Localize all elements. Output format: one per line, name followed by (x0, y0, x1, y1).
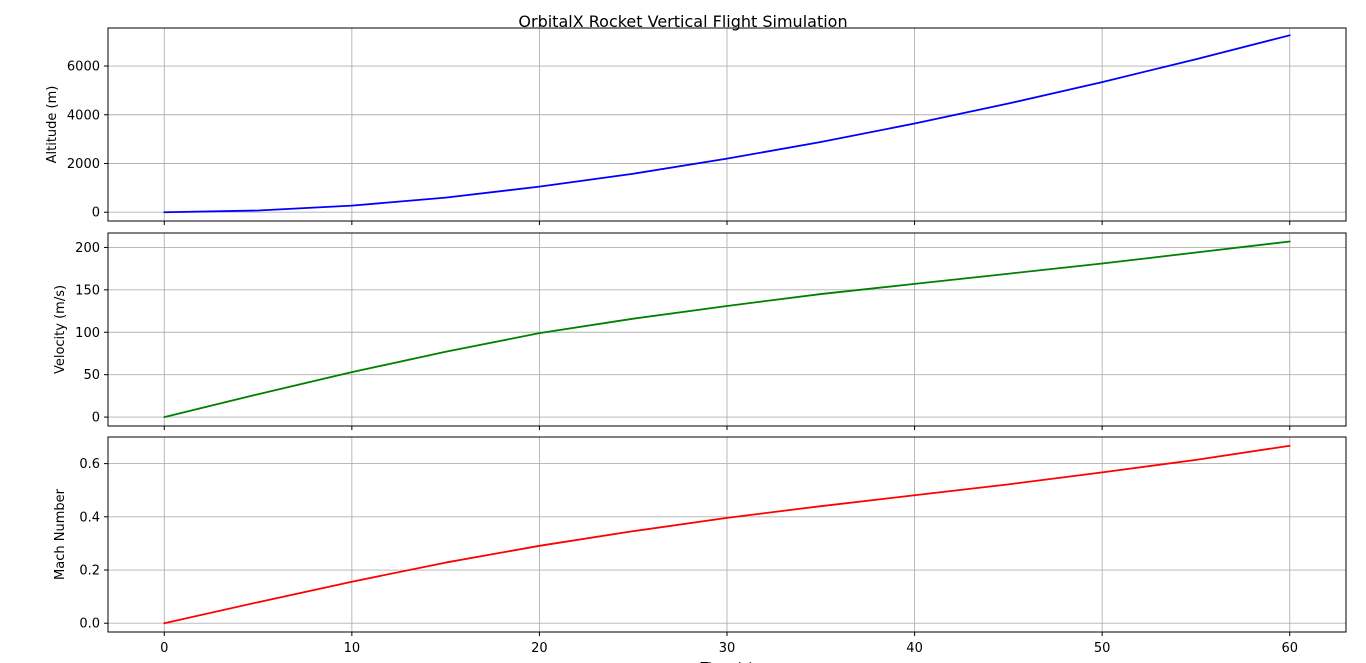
altitude-y-tick-label: 6000 (67, 60, 100, 75)
mach-x-tick-label: 50 (1094, 641, 1111, 656)
velocity-y-tick-label: 200 (75, 241, 100, 256)
velocity-subplot: 0 50 100 150 200 Velocity (m/s) (53, 232, 1347, 430)
mach-y-axis-label: Mach Number (53, 488, 68, 580)
mach-y-tick-label: 0.2 (79, 564, 100, 579)
velocity-y-tick-label: 0 (92, 411, 100, 426)
mach-subplot: 0 10 20 30 40 50 60 0.0 0.2 0.4 0.6 Mach Number Time… (53, 436, 1347, 663)
mach-x-tick-label: 10 (344, 641, 361, 656)
altitude-y-tick-label: 4000 (67, 108, 100, 123)
mach-x-tick-label: 40 (906, 641, 923, 656)
altitude-y-tick-label: 0 (92, 206, 100, 221)
mach-x-tick-label: 60 (1281, 641, 1298, 656)
mach-y-tick-label: 0.4 (79, 510, 100, 525)
altitude-y-axis-label: Altitude (m) (45, 86, 60, 164)
altitude-series-line (163, 34, 1291, 214)
mach-y-tick-label: 0.0 (79, 617, 100, 632)
mach-series-line (163, 444, 1291, 625)
mach-y-tick-label: 0.6 (79, 457, 100, 472)
velocity-y-axis-label: Velocity (m/s) (53, 285, 68, 374)
velocity-series-line (163, 240, 1291, 418)
mach-x-axis-label: Time (s) (700, 661, 754, 663)
mach-x-tick-label: 0 (160, 641, 168, 656)
altitude-subplot: 0 2000 4000 6000 Altitude (m) (45, 27, 1347, 225)
altitude-y-tick-label: 2000 (67, 157, 100, 172)
velocity-y-tick-label: 50 (83, 368, 100, 383)
mach-x-tick-label: 30 (719, 641, 736, 656)
velocity-y-tick-label: 150 (75, 283, 100, 298)
chart-title: OrbitalX Rocket Vertical Flight Simulati… (518, 12, 847, 31)
velocity-y-tick-label: 100 (75, 326, 100, 341)
mach-x-tick-label: 20 (531, 641, 548, 656)
